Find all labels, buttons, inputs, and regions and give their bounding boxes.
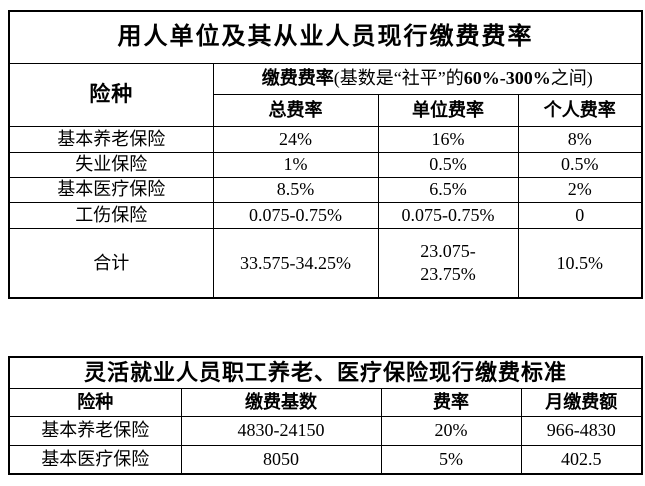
table2-header-row: 险种 缴费基数 费率 月缴费额: [8, 387, 643, 417]
rate-header-base-note: (基数是“社平”的: [333, 68, 464, 89]
pension2-rate: 20%: [380, 415, 522, 446]
total-employer-rate: 23.075-23.75%: [377, 227, 519, 299]
table2-header-contribution-base: 缴费基数: [180, 387, 382, 417]
table2-title-row: 灵活就业人员职工养老、医疗保险现行缴费标准: [8, 356, 643, 389]
unemployment-employer-rate: 0.5%: [377, 151, 519, 178]
table2-header-monthly-amount: 月缴费额: [520, 387, 643, 417]
table2-header-insurance-type: 险种: [8, 387, 182, 417]
medical2-monthly: 402.5: [520, 444, 643, 475]
table1-rate-header-row: 险种 缴费费率(基数是“社平”的60%-300%之间): [8, 62, 643, 127]
table1-title-row: 用人单位及其从业人员现行缴费费率: [8, 10, 643, 64]
table-row: 基本养老保险 24% 16% 8%: [8, 125, 643, 153]
employer-rates-table: 用人单位及其从业人员现行缴费费率 险种 缴费费率(基数是“社平”的60%-300…: [8, 10, 643, 299]
table-row: 失业保险 1% 0.5% 0.5%: [8, 151, 643, 178]
table1-subheader-personal-rate: 个人费率: [517, 93, 643, 127]
medical2-rate: 5%: [380, 444, 522, 475]
table1-subheader-row: 总费率 单位费率 个人费率: [9, 93, 643, 127]
row-label-work-injury: 工伤保险: [8, 201, 214, 229]
table1-subheader-employer-rate: 单位费率: [377, 93, 519, 127]
flexible-employment-table: 灵活就业人员职工养老、医疗保险现行缴费标准 险种 缴费基数 费率 月缴费额 基本…: [8, 356, 644, 475]
pension-personal-rate: 8%: [517, 125, 643, 153]
work-injury-total-rate: 0.075-0.75%: [212, 201, 379, 229]
table2-header-rate: 费率: [380, 387, 522, 417]
medical-personal-rate: 2%: [517, 176, 643, 203]
medical-total-rate: 8.5%: [212, 176, 379, 203]
medical2-base: 8050: [180, 444, 382, 475]
row-label-pension: 基本养老保险: [8, 125, 214, 153]
table-row: 基本医疗保险 8050 5% 402.5: [8, 444, 643, 475]
row-label-medical: 基本医疗保险: [8, 176, 214, 203]
pension2-monthly: 966-4830: [520, 415, 643, 446]
row-label-pension2: 基本养老保险: [8, 415, 182, 446]
work-injury-personal-rate: 0: [517, 201, 643, 229]
table-row: 基本养老保险 4830-24150 20% 966-4830: [8, 415, 643, 446]
work-injury-employer-rate: 0.075-0.75%: [377, 201, 519, 229]
rate-header-range: 60%-300%: [463, 68, 551, 89]
pension2-base: 4830-24150: [180, 415, 382, 446]
pension-employer-rate: 16%: [377, 125, 519, 153]
rate-header-title: 缴费费率: [261, 68, 334, 89]
table-row: 工伤保险 0.075-0.75% 0.075-0.75% 0: [8, 201, 643, 229]
table-row-total: 合计 33.575-34.25% 23.075-23.75% 10.5%: [8, 227, 643, 299]
table-row: 基本医疗保险 8.5% 6.5% 2%: [8, 176, 643, 203]
total-employer-rate-value: 23.075-23.75%: [420, 241, 476, 284]
total-personal-rate: 10.5%: [517, 227, 643, 299]
unemployment-personal-rate: 0.5%: [517, 151, 643, 178]
table1-rate-header: 缴费费率(基数是“社平”的60%-300%之间): [212, 62, 643, 95]
rate-header-suffix: 之间): [550, 68, 593, 89]
table2-title: 灵活就业人员职工养老、医疗保险现行缴费标准: [8, 356, 643, 389]
row-label-unemployment: 失业保险: [8, 151, 214, 178]
row-label-total: 合计: [8, 227, 214, 299]
table1-insurance-type-header: 险种: [8, 62, 214, 127]
table1-title: 用人单位及其从业人员现行缴费费率: [8, 10, 643, 64]
total-total-rate: 33.575-34.25%: [212, 227, 379, 299]
unemployment-total-rate: 1%: [212, 151, 379, 178]
row-label-medical2: 基本医疗保险: [8, 444, 182, 475]
pension-total-rate: 24%: [212, 125, 379, 153]
table1-subheader-total-rate: 总费率: [212, 93, 379, 127]
medical-employer-rate: 6.5%: [377, 176, 519, 203]
